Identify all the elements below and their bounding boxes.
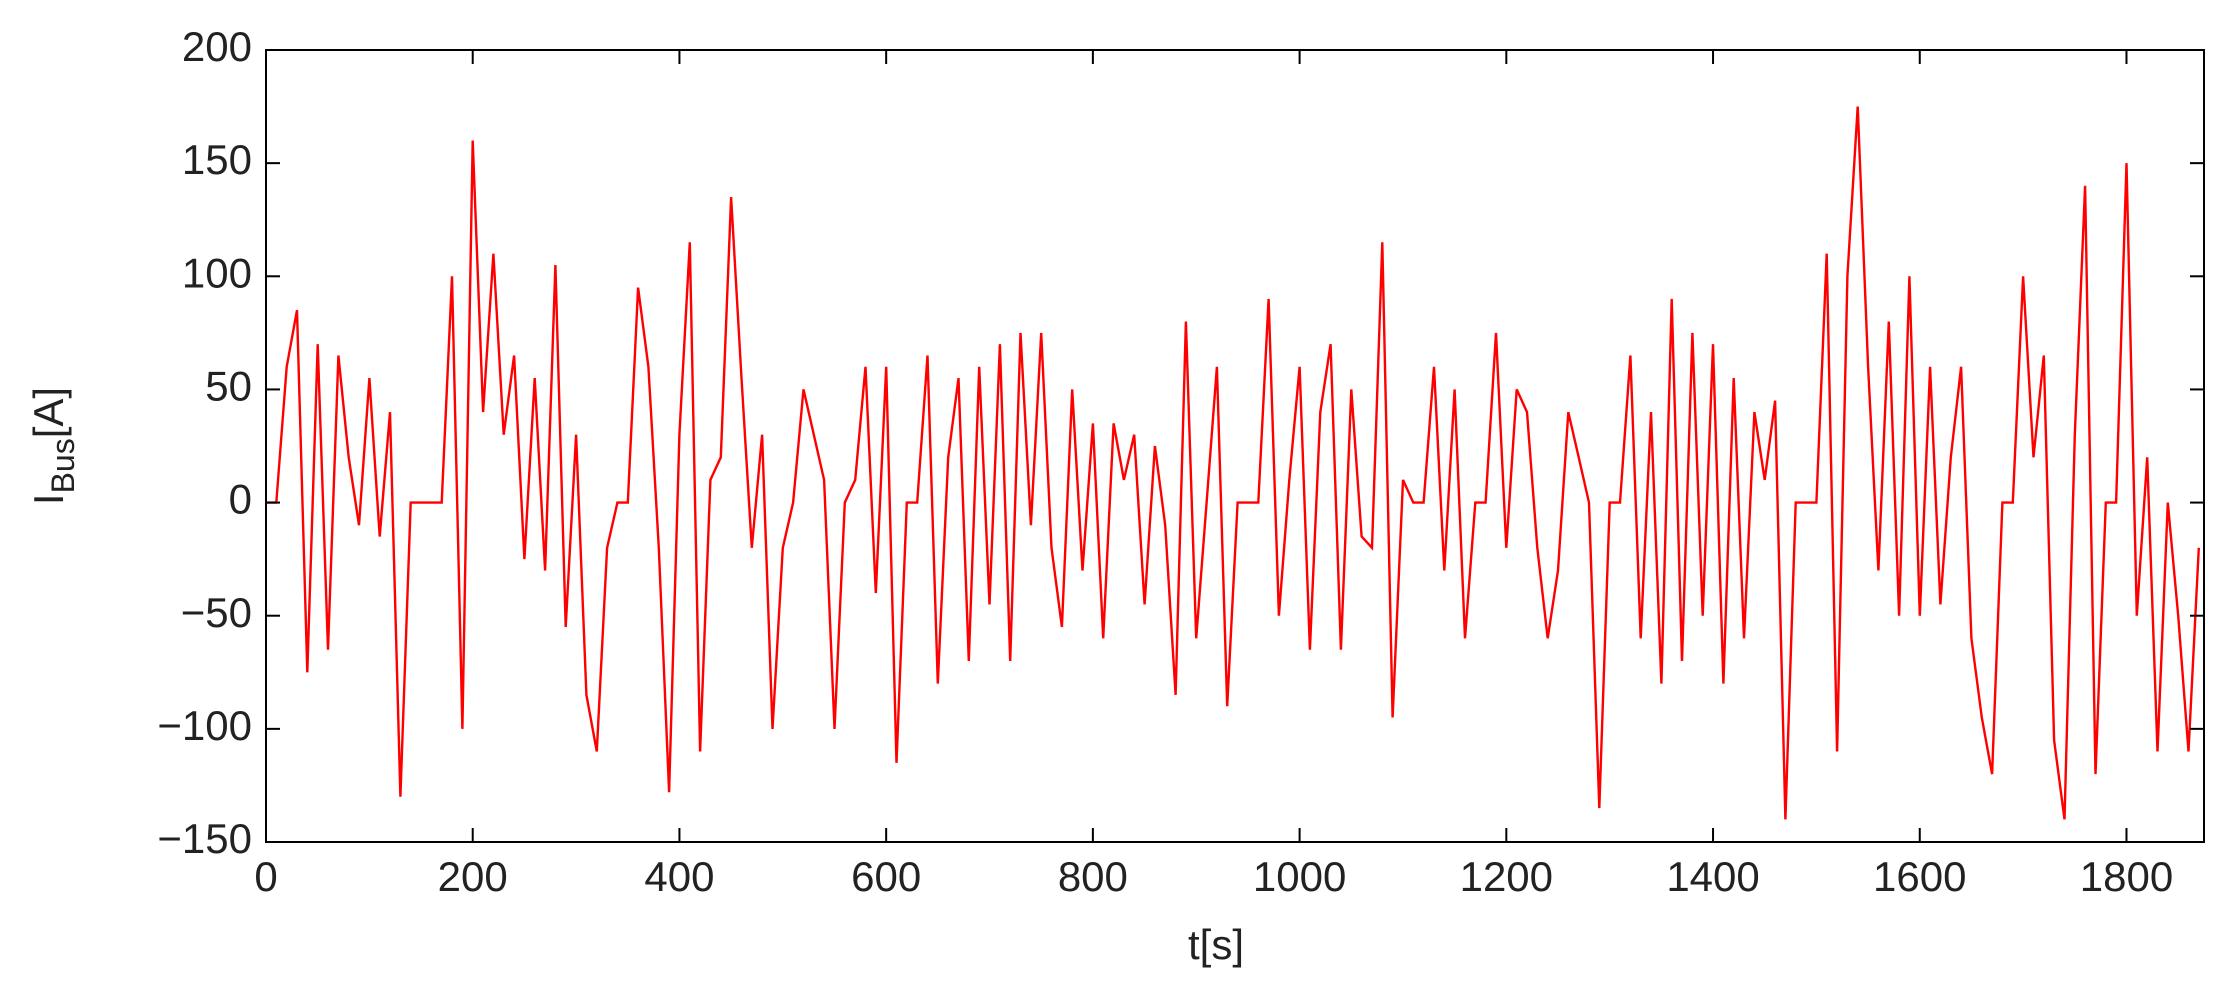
x-tick-label: 1400: [1666, 853, 1759, 900]
x-tick-label: 400: [644, 853, 714, 900]
y-axis-label: IBus[A]: [25, 387, 81, 505]
y-tick-label: 150: [182, 136, 252, 183]
data-line: [266, 106, 2200, 820]
y-tick-label: 0: [229, 476, 252, 523]
x-tick-label: 1600: [1873, 853, 1966, 900]
x-tick-label: 800: [1058, 853, 1128, 900]
x-tick-label: 0: [254, 853, 277, 900]
y-tick-label: 200: [182, 23, 252, 70]
y-tick-label: 50: [205, 363, 252, 410]
x-tick-label: 200: [438, 853, 508, 900]
x-tick-label: 1200: [1460, 853, 1553, 900]
y-tick-label: −150: [157, 815, 252, 862]
x-tick-label: 1800: [2080, 853, 2173, 900]
y-label-unit: [A]: [25, 387, 72, 438]
plot-frame: [265, 49, 2205, 843]
x-tick-label: 1000: [1253, 853, 1346, 900]
y-tick-label: 100: [182, 249, 252, 296]
y-tick-label: −50: [181, 589, 252, 636]
y-tick-label: −100: [157, 702, 252, 749]
x-tick-label: 600: [851, 853, 921, 900]
x-axis-label: t[s]: [1188, 921, 1244, 968]
y-label-main: I: [25, 493, 72, 505]
y-label-sub: Bus: [45, 438, 81, 493]
